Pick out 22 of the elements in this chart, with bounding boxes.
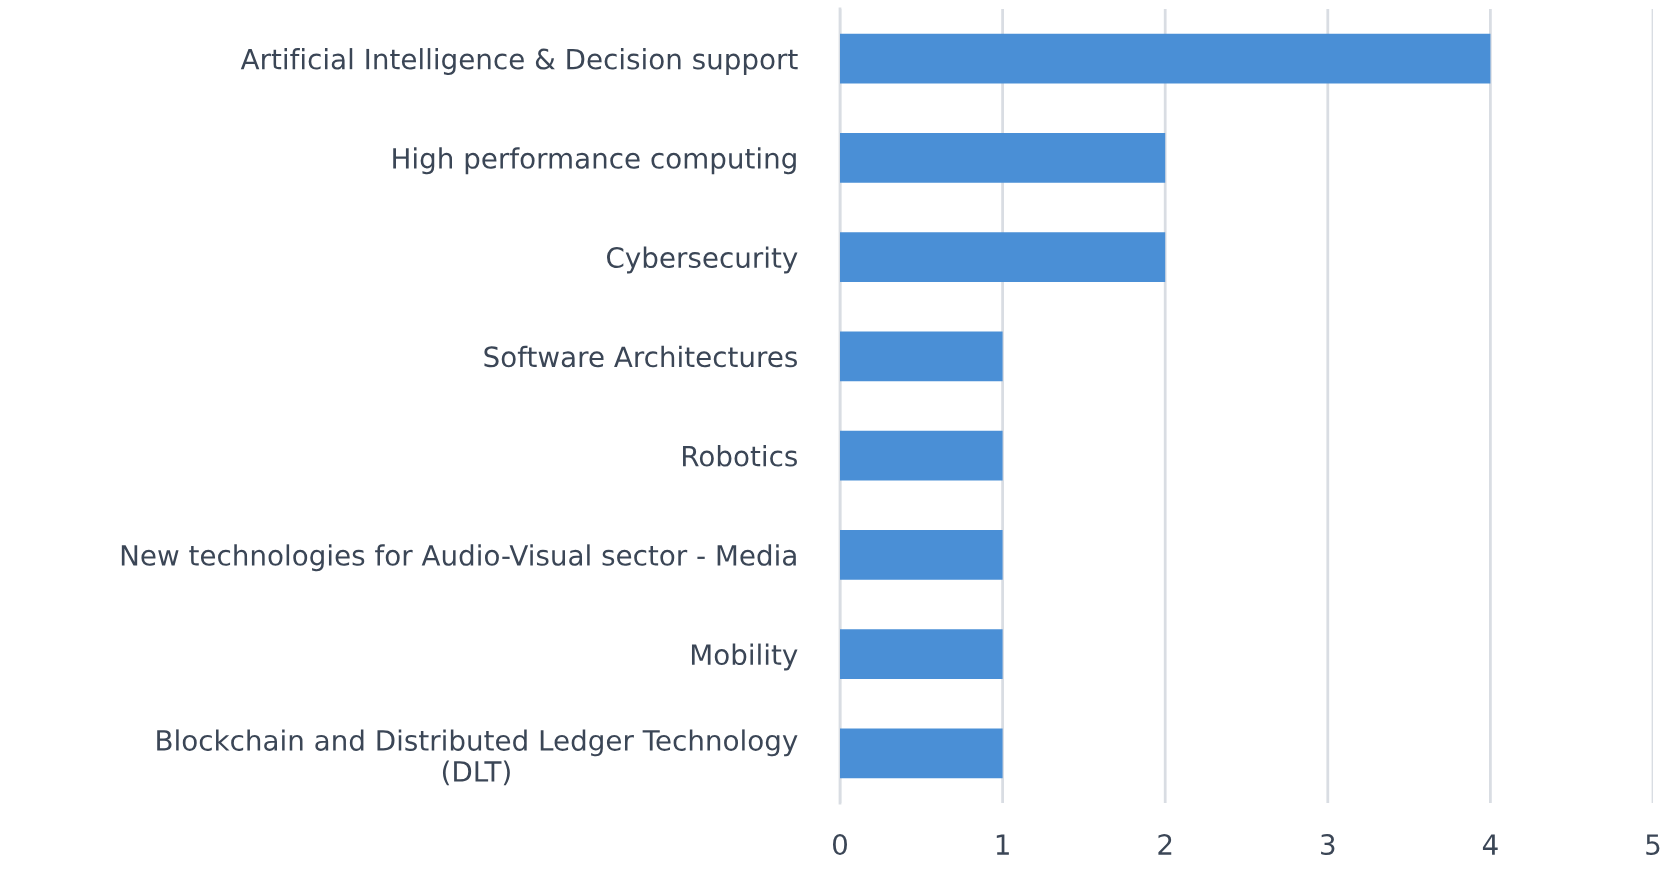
bar	[840, 430, 1003, 481]
bar	[840, 331, 1003, 382]
y-tick-label: High performance computing	[393, 147, 796, 175]
y-tick-label: Artificial Intelligence & Decision support	[240, 48, 798, 75]
bar	[840, 133, 1166, 183]
y-tick-label: Blockchain and Distributed Ledger Technology (DLT)	[157, 729, 798, 786]
y-tick-label: Robotics	[683, 445, 797, 467]
bar	[840, 629, 1003, 679]
x-tick-label: 1	[996, 834, 1009, 855]
y-tick-label: Software Architectures	[484, 345, 797, 368]
x-tick-label: 0	[832, 834, 847, 856]
y-tick-label: New technologies for Audio-Visual sector - Media	[121, 544, 796, 572]
bar	[840, 33, 1491, 84]
x-tick-label: 5	[1646, 834, 1660, 856]
x-tick-label: 4	[1482, 834, 1498, 855]
y-tick-label: Cybersecurity	[607, 246, 798, 274]
x-tick-label: 3	[1321, 834, 1335, 856]
bar	[840, 728, 1003, 779]
bar	[840, 232, 1166, 282]
bar	[840, 530, 1003, 580]
x-tick-label: 2	[1158, 834, 1172, 855]
y-tick-label: Mobility	[691, 643, 798, 671]
